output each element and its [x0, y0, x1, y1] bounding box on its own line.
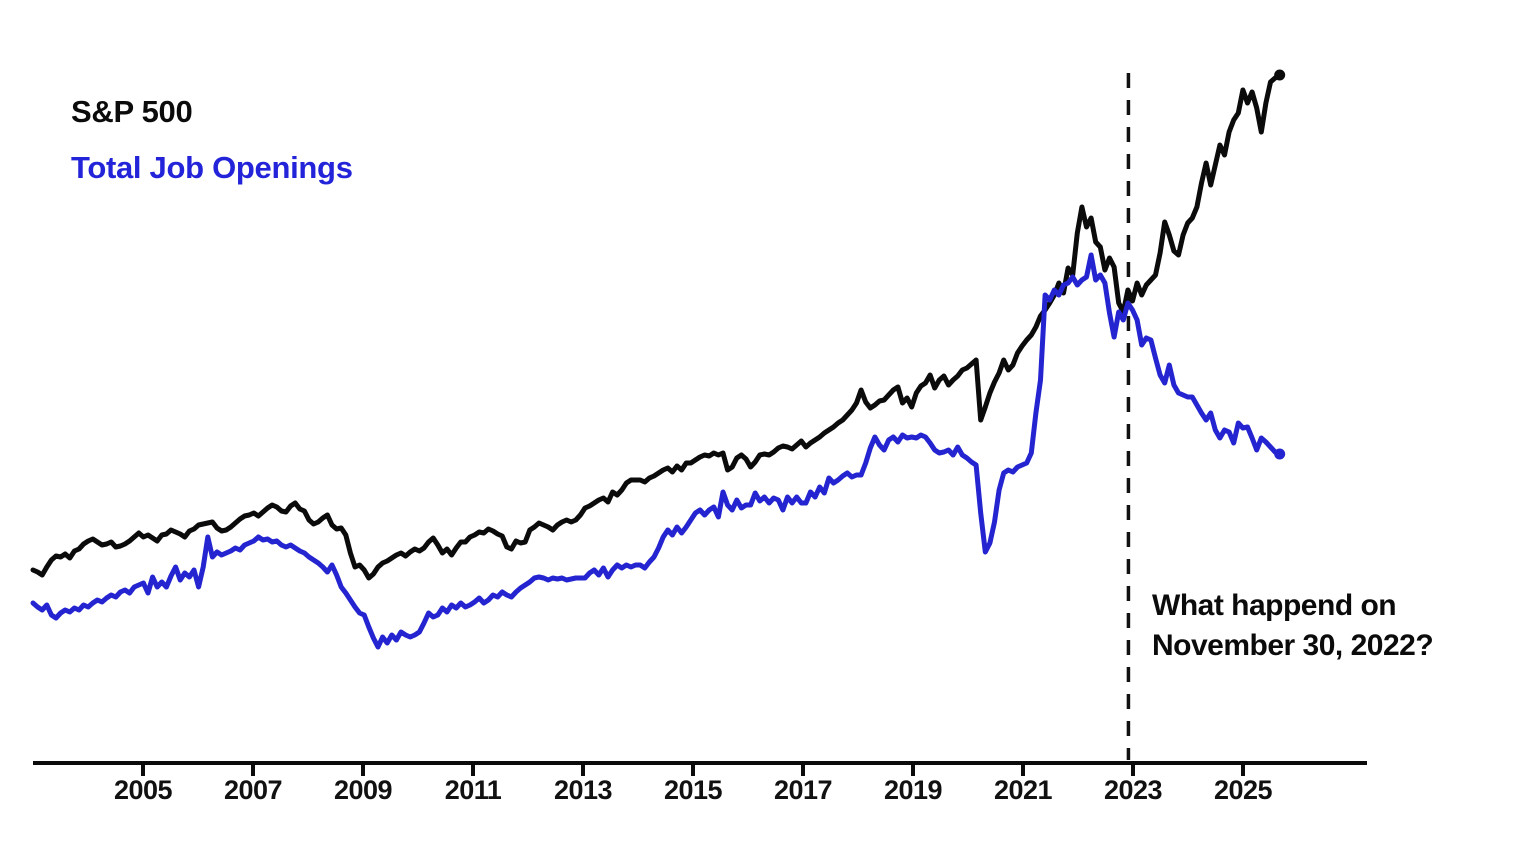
sp500-line	[30, 72, 1283, 581]
job-openings-end-dot	[1274, 448, 1286, 460]
sp500-end-dot	[1274, 69, 1286, 81]
event-annotation-line1: What happend on	[1152, 589, 1397, 622]
event-annotation-line2: November 30, 2022?	[1152, 628, 1434, 662]
legend-job-openings-label: Total Job Openings	[71, 150, 353, 185]
job-openings-line	[30, 252, 1283, 650]
x-tick-label: 2025	[1214, 775, 1273, 805]
event-annotation: What happend on November 30, 2022?	[1152, 586, 1492, 666]
x-tick-label: 2009	[334, 775, 393, 805]
legend-sp500-label: S&P 500	[71, 94, 193, 129]
x-tick-label: 2005	[114, 775, 173, 805]
x-tick-label: 2013	[554, 775, 613, 805]
x-tick-label: 2017	[774, 775, 832, 805]
x-tick-label: 2015	[664, 775, 723, 805]
x-tick-label: 2019	[884, 775, 943, 805]
x-tick-label: 2023	[1104, 775, 1163, 805]
x-tick-label: 2021	[994, 775, 1053, 805]
x-tick-label: 2011	[445, 775, 502, 805]
x-tick-label: 2007	[224, 775, 282, 805]
chart-legend: S&P 500 Total Job Openings	[71, 96, 353, 183]
